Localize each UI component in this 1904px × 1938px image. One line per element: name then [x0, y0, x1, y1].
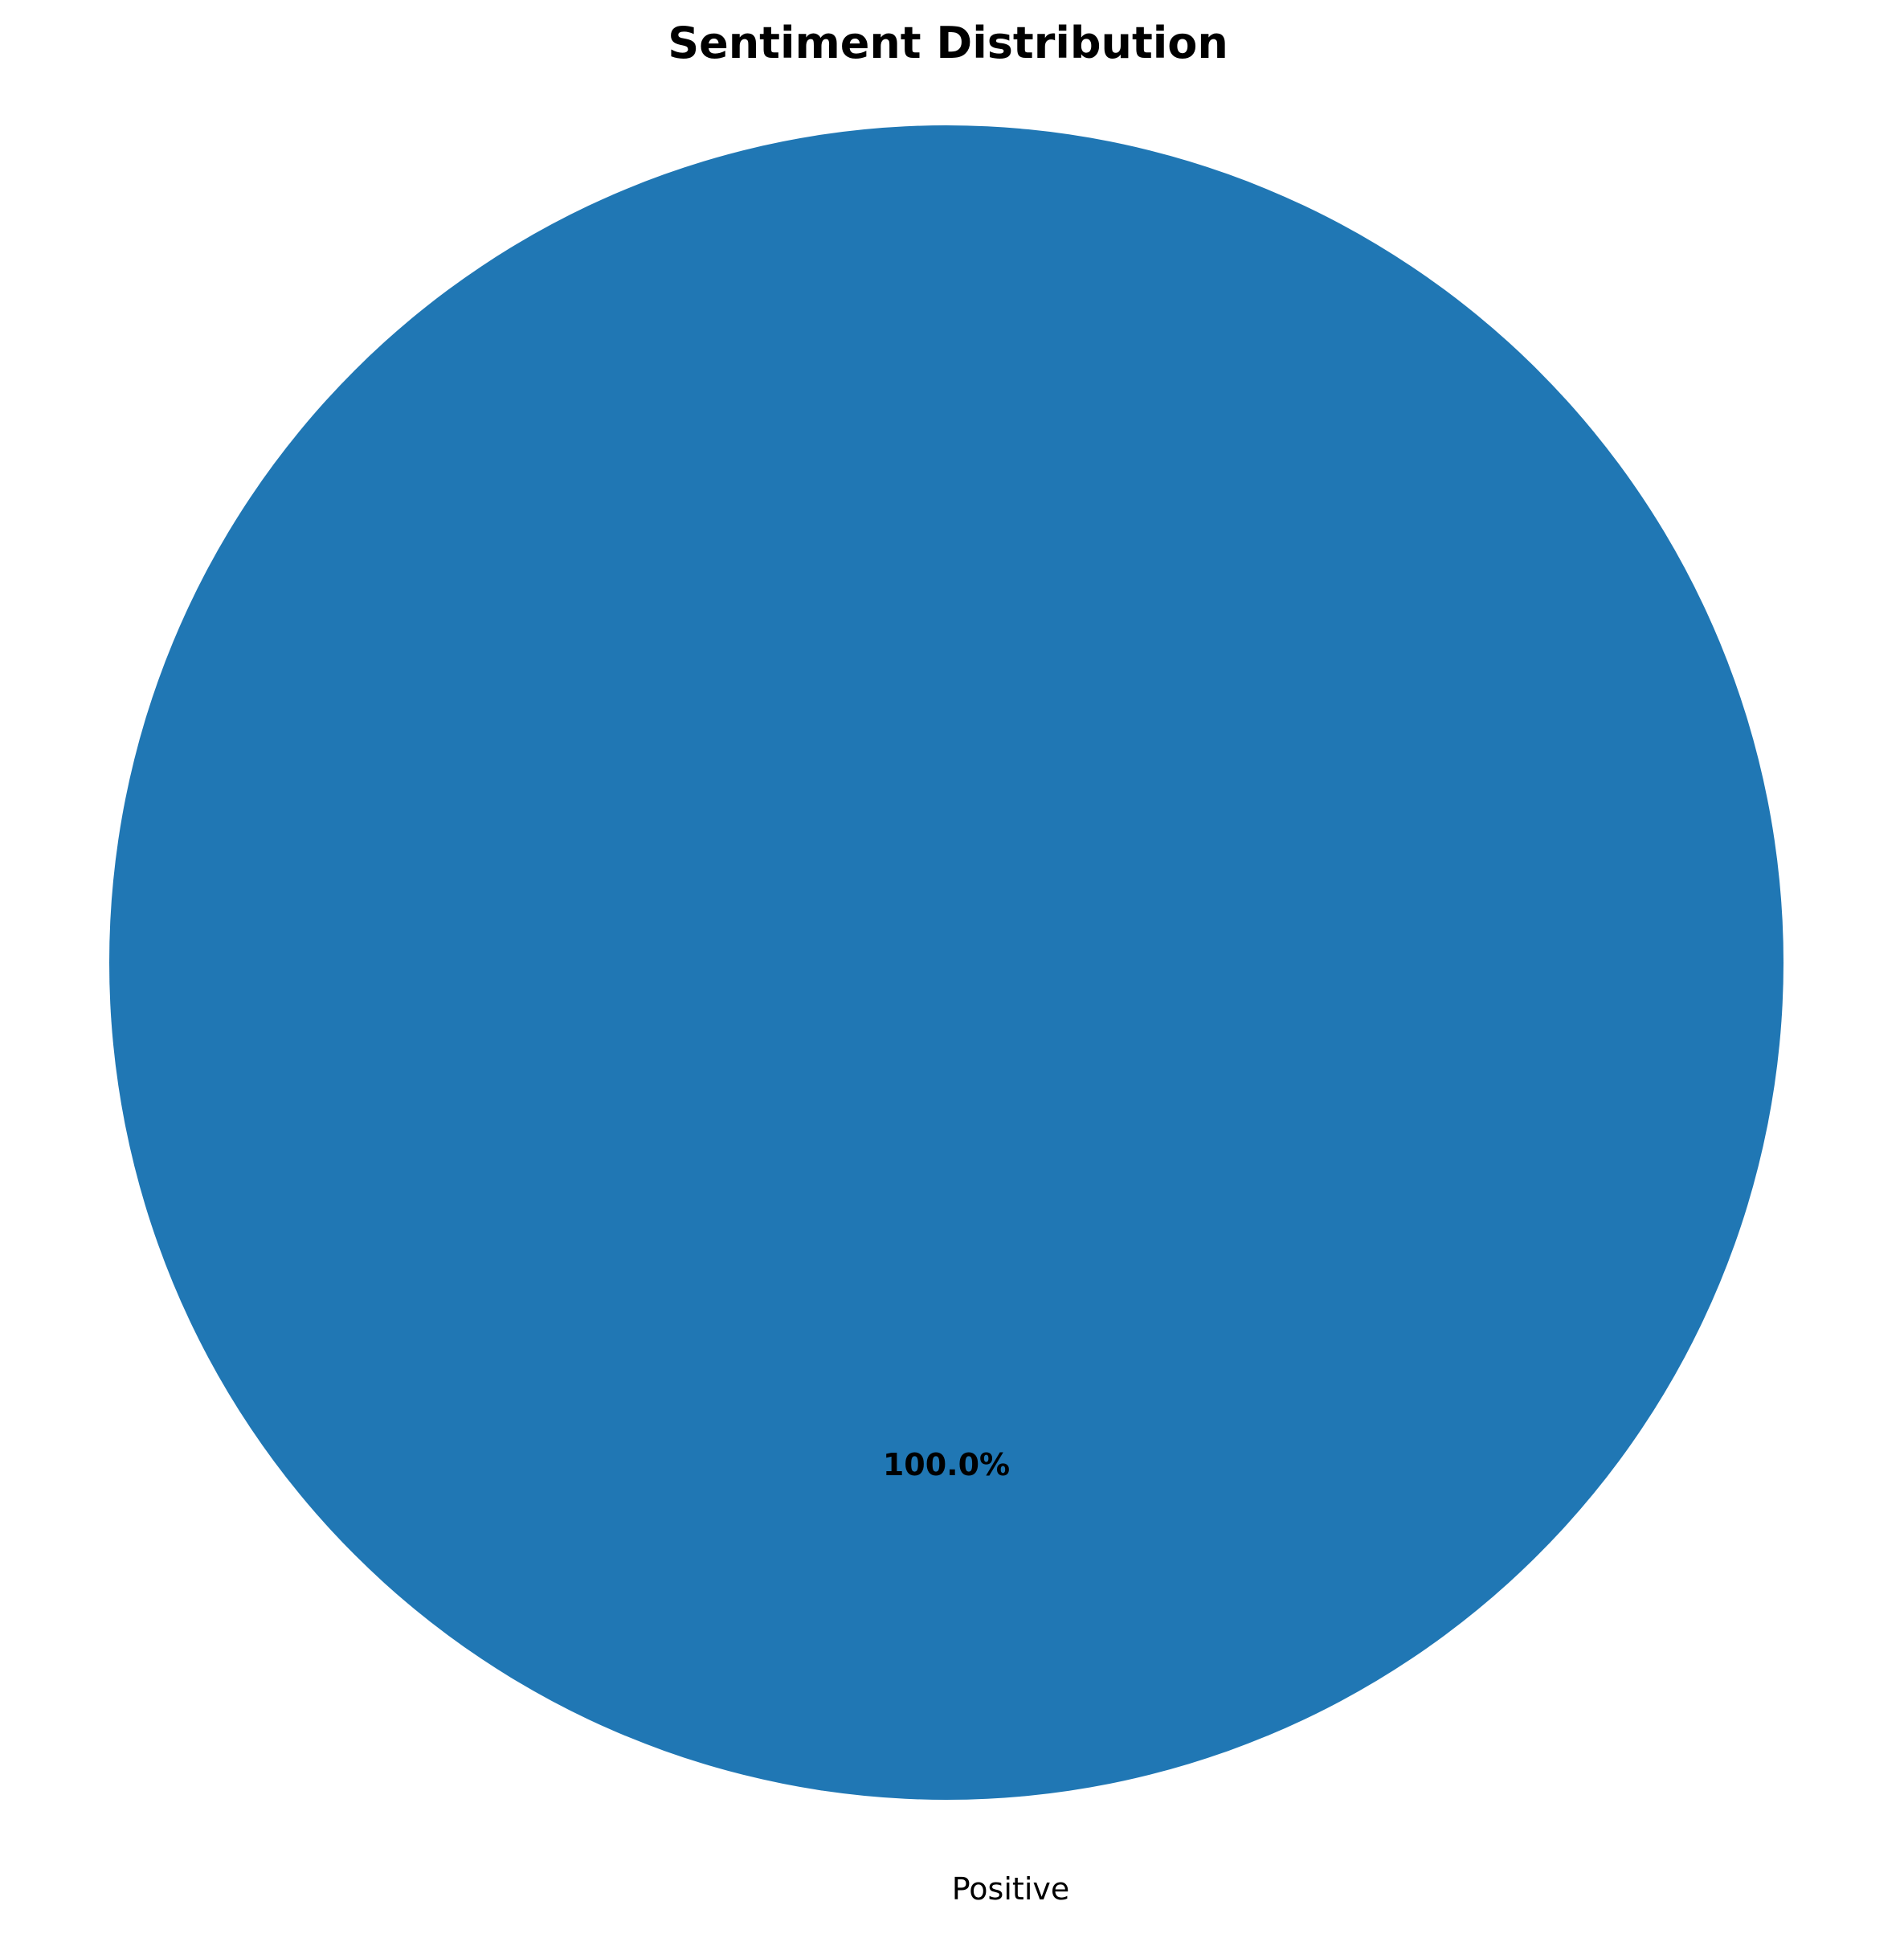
pie-slice-positive — [109, 125, 1783, 1800]
pie-slice-label: Positive — [952, 1871, 1070, 1907]
pie-labels: 100.0% Positive — [883, 1447, 1069, 1907]
chart-title: Sentiment Distribution — [668, 18, 1228, 68]
pie-slices — [109, 125, 1783, 1800]
pie-percent-label: 100.0% — [883, 1447, 1010, 1482]
